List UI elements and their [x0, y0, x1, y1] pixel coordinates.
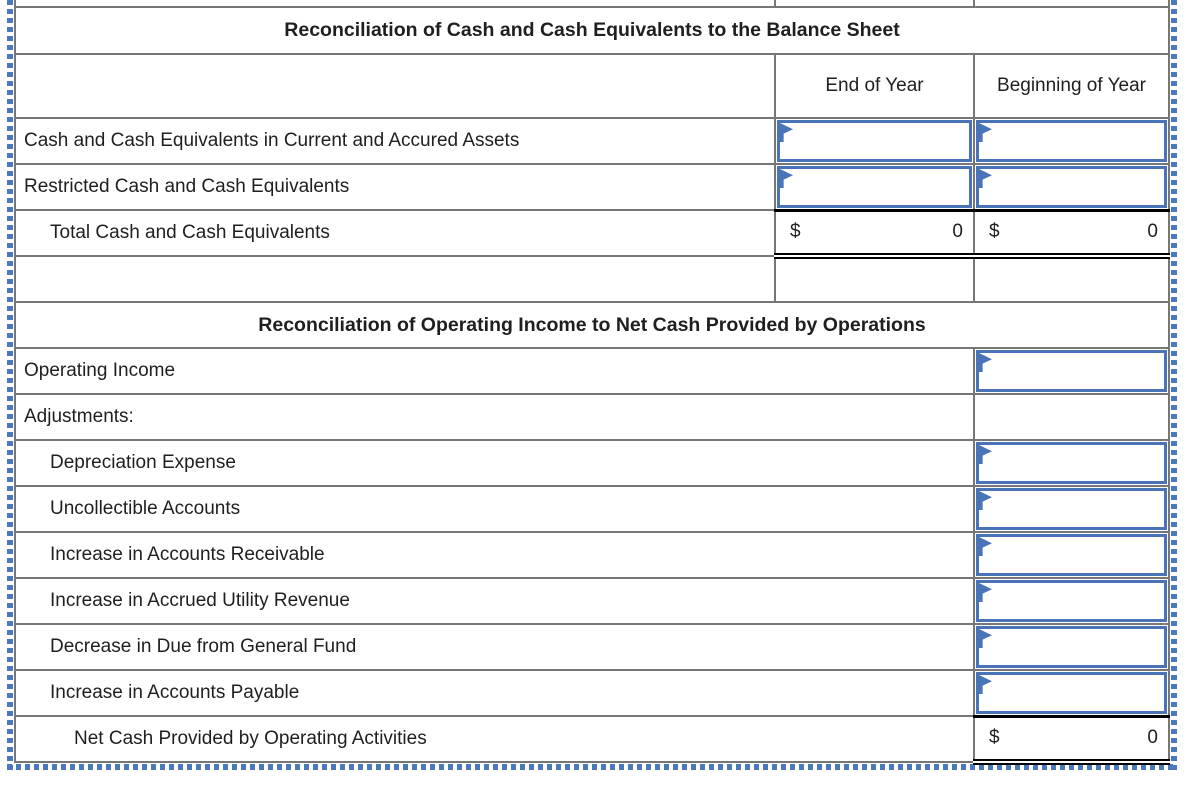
input-cell-restricted-cash-end[interactable] — [774, 163, 975, 211]
section1-title: Reconciliation of Cash and Cash Equivale… — [14, 6, 1170, 55]
currency-symbol: $ — [790, 221, 801, 243]
row-label: Depreciation Expense — [14, 439, 975, 487]
selection-border-bottom — [7, 764, 1177, 770]
flag-icon — [979, 537, 992, 556]
row-label: Decrease in Due from General Fund — [14, 623, 975, 671]
flag-icon — [979, 353, 992, 372]
flag-icon — [979, 123, 992, 142]
clipped-cell — [14, 0, 776, 8]
row-label: Increase in Accounts Payable — [14, 669, 975, 717]
clipped-cell — [774, 0, 975, 8]
row-label: Uncollectible Accounts — [14, 485, 975, 533]
input-cell-restricted-cash-beginning[interactable] — [973, 163, 1170, 211]
input-cell-cash-equivalents-beginning[interactable] — [973, 117, 1170, 165]
flag-icon — [979, 629, 992, 648]
table-row: Adjustments: — [14, 393, 1170, 441]
currency-symbol: $ — [989, 727, 1000, 749]
flag-icon — [780, 169, 793, 188]
spacer-row — [14, 255, 1170, 303]
table-row: Total Cash and Cash Equivalents $ 0 $ 0 — [14, 208, 1170, 259]
spacer-cell — [973, 255, 1170, 303]
selection-border-right — [1171, 0, 1177, 771]
input-box[interactable] — [976, 534, 1167, 576]
table-row: Uncollectible Accounts — [14, 485, 1170, 533]
input-box[interactable] — [976, 672, 1167, 714]
table-row: Cash and Cash Equivalents in Current and… — [14, 117, 1170, 165]
input-box[interactable] — [976, 626, 1167, 668]
table-row: Depreciation Expense — [14, 439, 1170, 487]
row-label: Operating Income — [14, 347, 975, 395]
total-cash-end-cell: $ 0 — [774, 208, 975, 259]
spacer-cell — [774, 255, 975, 303]
flag-icon — [979, 445, 992, 464]
input-box[interactable] — [777, 120, 972, 162]
total-value: 0 — [1147, 727, 1158, 749]
input-box[interactable] — [976, 580, 1167, 622]
selection-border-left — [7, 0, 13, 771]
column-header-row: End of Year Beginning of Year — [14, 53, 1170, 119]
row-label: Increase in Accrued Utility Revenue — [14, 577, 975, 625]
flag-icon — [979, 169, 992, 188]
row-label: Total Cash and Cash Equivalents — [14, 209, 776, 257]
input-cell-uncollectible-accounts[interactable] — [973, 485, 1170, 533]
total-value: 0 — [952, 221, 963, 243]
row-label: Adjustments: — [14, 393, 975, 441]
input-cell-increase-accounts-payable[interactable] — [973, 669, 1170, 717]
row-label: Cash and Cash Equivalents in Current and… — [14, 117, 776, 165]
clipped-top-row — [14, 0, 1170, 8]
empty-header-cell — [14, 53, 776, 119]
end-of-year-header-label: End of Year — [825, 75, 924, 97]
table-row: Restricted Cash and Cash Equivalents — [14, 163, 1170, 211]
row-label: Net Cash Provided by Operating Activitie… — [14, 715, 975, 763]
input-box[interactable] — [777, 166, 972, 208]
input-box[interactable] — [976, 120, 1167, 162]
currency-symbol: $ — [989, 221, 1000, 243]
input-cell-increase-accounts-receivable[interactable] — [973, 531, 1170, 579]
input-cell-operating-income[interactable] — [973, 347, 1170, 395]
clipped-cell — [973, 0, 1170, 8]
input-cell-increase-accrued-utility-revenue[interactable] — [973, 577, 1170, 625]
flag-icon — [979, 491, 992, 510]
input-cell-decrease-due-from-general-fund[interactable] — [973, 623, 1170, 671]
empty-amount-cell — [973, 393, 1170, 441]
spacer-cell — [14, 255, 776, 303]
table-row: Increase in Accounts Payable — [14, 669, 1170, 717]
flag-icon — [979, 583, 992, 602]
input-cell-depreciation-expense[interactable] — [973, 439, 1170, 487]
input-box[interactable] — [976, 350, 1167, 392]
table-row: Operating Income — [14, 347, 1170, 395]
table-row: Decrease in Due from General Fund — [14, 623, 1170, 671]
flag-icon — [780, 123, 793, 142]
section2-title: Reconciliation of Operating Income to Ne… — [14, 301, 1170, 349]
reconciliation-worksheet: Reconciliation of Cash and Cash Equivale… — [14, 0, 1170, 765]
input-box[interactable] — [976, 166, 1167, 208]
input-cell-cash-equivalents-end[interactable] — [774, 117, 975, 165]
end-of-year-header: End of Year — [774, 53, 975, 119]
table-row: Net Cash Provided by Operating Activitie… — [14, 714, 1170, 765]
net-cash-total-cell: $ 0 — [973, 714, 1170, 765]
beginning-of-year-header-label: Beginning of Year — [997, 75, 1146, 97]
row-label: Restricted Cash and Cash Equivalents — [14, 163, 776, 211]
row-label: Increase in Accounts Receivable — [14, 531, 975, 579]
beginning-of-year-header: Beginning of Year — [973, 53, 1170, 119]
total-cash-beginning-cell: $ 0 — [973, 208, 1170, 259]
total-value: 0 — [1147, 221, 1158, 243]
input-box[interactable] — [976, 442, 1167, 484]
input-box[interactable] — [976, 488, 1167, 530]
flag-icon — [979, 675, 992, 694]
table-row: Increase in Accrued Utility Revenue — [14, 577, 1170, 625]
table-row: Increase in Accounts Receivable — [14, 531, 1170, 579]
